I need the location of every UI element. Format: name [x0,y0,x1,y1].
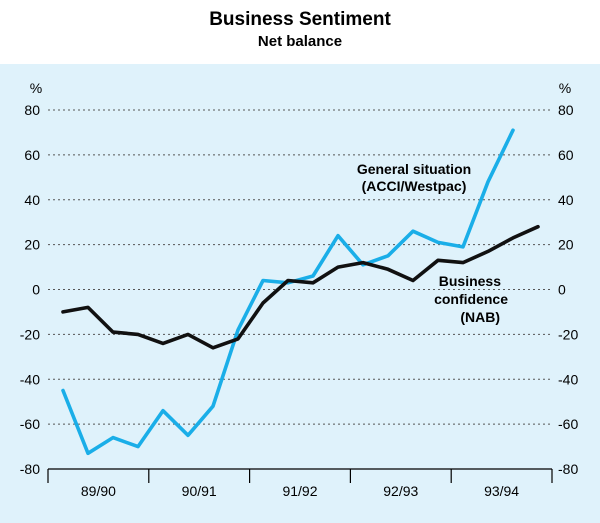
business-confidence-label: Business confidence (NAB) [434,273,508,325]
chart-subtitle: Net balance [258,33,342,50]
general-situation-label-line1: General situation [357,161,471,177]
x-tick-label-93-94: 93/94 [484,483,519,499]
general-situation-label-line2: (ACCI/Westpac) [362,178,467,194]
y-tick-left--40: -40 [20,371,40,387]
y-tick-left-40: 40 [24,192,40,208]
x-tick-label-89-90: 89/90 [81,483,116,499]
series-business-confidence-line [61,224,540,350]
series-lines [61,128,540,456]
x-tick-label-90-91: 90/91 [182,483,217,499]
y-tick-right--80: -80 [558,461,578,477]
y-tick-left-0: 0 [32,282,40,298]
gridlines [48,109,552,425]
y-axis-unit-left: % [30,80,42,96]
business-confidence-label-line2: confidence [434,291,508,307]
x-tick-label-92-93: 92/93 [383,483,418,499]
business-confidence-label-line1: Business [439,273,501,289]
y-tick-left--20: -20 [20,326,40,342]
y-axis-unit-right: % [559,80,571,96]
y-tick-left--60: -60 [20,416,40,432]
y-tick-right-20: 20 [558,237,574,253]
y-tick-right-80: 80 [558,102,574,118]
general-situation-label: General situation (ACCI/Westpac) [357,161,471,194]
business-confidence-label-line3: (NAB) [460,309,500,325]
tick-labels: -80 -80 -60 -60 -40 -40 -20 -20 0 0 20 20 40 40 60 60 80… [20,102,579,499]
y-tick-right-0: 0 [558,282,566,298]
y-tick-left-80: 80 [24,102,40,118]
y-tick-right-60: 60 [558,147,574,163]
y-tick-right--40: -40 [558,371,578,387]
axes [47,468,553,483]
y-tick-right-40: 40 [558,192,574,208]
chart-title: Business Sentiment [209,9,391,30]
y-tick-right--20: -20 [558,326,578,342]
y-tick-left--80: -80 [20,461,40,477]
x-tick-label-91-92: 91/92 [282,483,317,499]
y-tick-left-60: 60 [24,147,40,163]
y-tick-left-20: 20 [24,237,40,253]
y-tick-right--60: -60 [558,416,578,432]
